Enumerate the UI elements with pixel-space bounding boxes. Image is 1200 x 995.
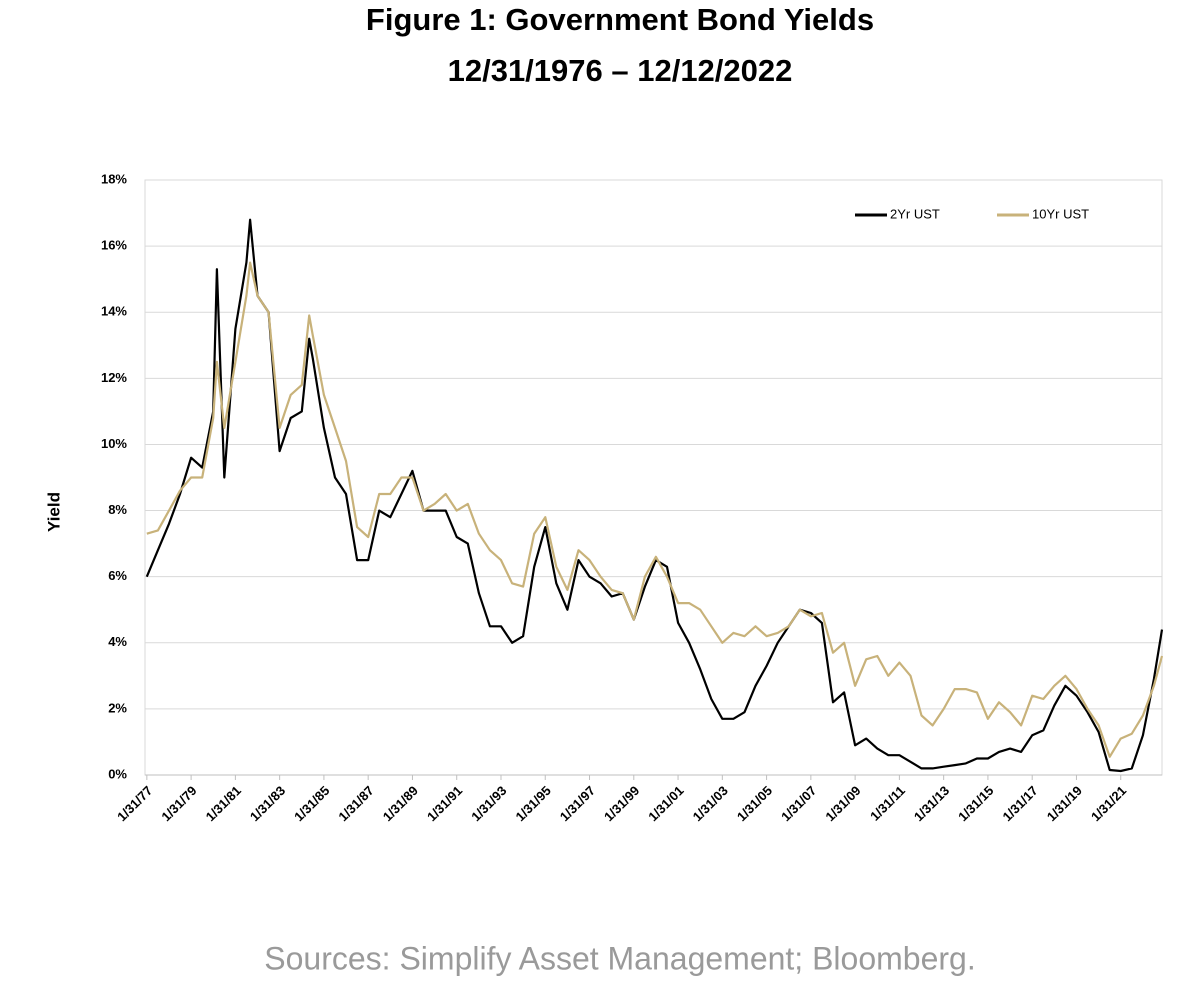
- x-tick-label: 1/31/79: [158, 783, 199, 824]
- x-tick-label: 1/31/09: [822, 783, 863, 824]
- y-tick-label: 10%: [101, 436, 127, 451]
- y-tick-label: 18%: [101, 171, 127, 186]
- x-tick-label: 1/31/05: [734, 783, 775, 824]
- x-tick-label: 1/31/01: [645, 783, 686, 824]
- x-tick-label: 1/31/85: [291, 783, 332, 824]
- legend-label: 10Yr UST: [1032, 206, 1089, 221]
- x-tick-label: 1/31/91: [424, 783, 465, 824]
- x-tick-label: 1/31/99: [601, 783, 642, 824]
- y-tick-label: 2%: [108, 700, 127, 715]
- y-tick-label: 4%: [108, 634, 127, 649]
- x-tick-label: 1/31/97: [557, 783, 598, 824]
- x-tick-label: 1/31/77: [114, 783, 155, 824]
- series-line: [145, 218, 1164, 773]
- x-tick-label: 1/31/19: [1044, 783, 1085, 824]
- y-tick-label: 12%: [101, 370, 127, 385]
- x-tick-label: 1/31/21: [1088, 783, 1129, 824]
- x-tick-label: 1/31/17: [999, 783, 1040, 824]
- x-tick-label: 1/31/95: [513, 783, 554, 824]
- x-tick-label: 1/31/03: [690, 783, 731, 824]
- y-tick-label: 8%: [108, 502, 127, 517]
- plot-frame: [144, 179, 1163, 776]
- x-tick-label: 1/31/81: [203, 783, 244, 824]
- y-tick-label: 0%: [108, 766, 127, 781]
- legend-label: 2Yr UST: [890, 206, 940, 221]
- x-tick-label: 1/31/07: [778, 783, 819, 824]
- x-tick-label: 1/31/87: [335, 783, 376, 824]
- x-tick-label: 1/31/11: [867, 783, 908, 824]
- y-tick-label: 16%: [101, 238, 127, 253]
- source-note: Sources: Simplify Asset Management; Bloo…: [264, 940, 975, 976]
- y-tick-label: 14%: [101, 304, 127, 319]
- y-axis-label: Yield: [44, 492, 63, 532]
- x-tick-label: 1/31/15: [955, 783, 996, 824]
- x-tick-label: 1/31/83: [247, 783, 288, 824]
- chart-title: Figure 1: Government Bond Yields: [366, 2, 874, 37]
- x-tick-label: 1/31/93: [468, 783, 509, 824]
- x-tick-label: 1/31/13: [911, 783, 952, 824]
- chart-subtitle: 12/31/1976 – 12/12/2022: [448, 53, 793, 88]
- series-line: [146, 261, 1164, 758]
- y-tick-label: 6%: [108, 568, 127, 583]
- x-tick-label: 1/31/89: [380, 783, 421, 824]
